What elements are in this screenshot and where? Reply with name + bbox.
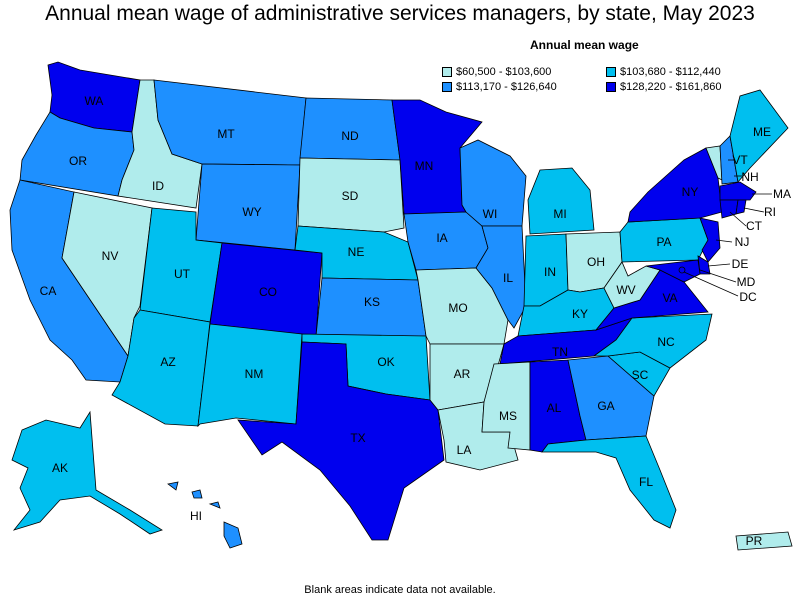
state-label-ia: IA <box>436 231 447 245</box>
state-label-co: CO <box>259 285 277 299</box>
state-label-il: IL <box>503 271 513 285</box>
state-label-wv: WV <box>616 283 635 297</box>
state-label-mt: MT <box>217 127 235 141</box>
state-label-nm: NM <box>245 367 264 381</box>
state-label-ga: GA <box>597 399 614 413</box>
state-label-ma: MA <box>773 187 791 201</box>
legend-item-2: $103,680 - $112,440 <box>606 66 721 78</box>
legend-title: Annual mean wage <box>530 38 639 52</box>
state-label-de: DE <box>732 257 749 271</box>
state-pr[interactable] <box>735 531 793 551</box>
state-sd[interactable] <box>297 157 405 233</box>
footnote: Blank areas indicate data not available. <box>304 584 496 596</box>
state-label-nh: NH <box>741 170 758 184</box>
state-ma[interactable] <box>719 181 757 201</box>
state-label-ct: CT <box>746 219 763 233</box>
state-label-mi: MI <box>553 207 566 221</box>
state-il[interactable] <box>475 225 527 329</box>
state-label-ne: NE <box>348 245 365 259</box>
state-label-ak: AK <box>52 461 68 475</box>
legend-swatch-3 <box>442 82 452 92</box>
state-ct[interactable] <box>719 199 739 219</box>
state-fl[interactable] <box>541 435 677 529</box>
state-label-dc: DC <box>739 290 757 304</box>
state-dc[interactable] <box>678 266 686 274</box>
state-label-id: ID <box>152 179 164 193</box>
state-label-vt: VT <box>732 153 748 167</box>
legend-label-4: $128,220 - $161,860 <box>620 81 722 93</box>
state-mi[interactable] <box>527 167 595 235</box>
state-label-la: LA <box>457 443 472 457</box>
state-ak[interactable] <box>11 410 163 535</box>
legend-item-1: $60,500 - $103,600 <box>442 66 551 78</box>
state-label-wi: WI <box>483 207 498 221</box>
state-label-oh: OH <box>587 255 605 269</box>
state-ny[interactable] <box>627 147 723 223</box>
state-label-pr: PR <box>746 534 763 548</box>
leader-lines <box>683 159 772 297</box>
state-label-sd: SD <box>342 189 359 203</box>
state-label-ky: KY <box>572 307 588 321</box>
state-label-al: AL <box>547 401 562 415</box>
legend-item-3: $113,170 - $126,640 <box>442 81 557 93</box>
state-label-md: MD <box>737 275 756 289</box>
state-label-in: IN <box>544 265 556 279</box>
state-label-wy: WY <box>242 205 261 219</box>
state-label-mn: MN <box>415 159 434 173</box>
state-label-az: AZ <box>160 355 175 369</box>
state-labels: WA OR CA ID NV MT WY UT AZ CO NM ND SD N… <box>40 94 791 548</box>
state-label-hi: HI <box>190 509 202 523</box>
state-label-ny: NY <box>682 185 699 199</box>
state-label-fl: FL <box>639 475 653 489</box>
state-label-mo: MO <box>448 301 467 315</box>
state-label-sc: SC <box>632 368 649 382</box>
state-label-va: VA <box>662 291 677 305</box>
state-label-nd: ND <box>341 129 359 143</box>
state-label-tn: TN <box>552 345 568 359</box>
map-title: Annual mean wage of administrative servi… <box>45 2 755 25</box>
legend-swatch-1 <box>442 67 452 77</box>
state-label-ca: CA <box>40 284 57 298</box>
state-label-nv: NV <box>102 249 119 263</box>
state-mt[interactable] <box>153 79 307 166</box>
state-label-ms: MS <box>499 409 517 423</box>
state-tx[interactable] <box>237 341 445 541</box>
legend-swatch-2 <box>606 67 616 77</box>
state-label-ar: AR <box>454 367 471 381</box>
state-label-nc: NC <box>657 335 675 349</box>
state-label-ri: RI <box>764 205 776 219</box>
state-label-ok: OK <box>377 355 394 369</box>
state-md[interactable] <box>645 259 701 283</box>
legend-label-1: $60,500 - $103,600 <box>456 66 552 78</box>
legend-label-3: $113,170 - $126,640 <box>456 81 557 93</box>
state-label-ks: KS <box>364 295 380 309</box>
state-label-nj: NJ <box>735 235 750 249</box>
state-label-or: OR <box>69 154 87 168</box>
state-label-tx: TX <box>350 431 365 445</box>
state-label-wa: WA <box>85 94 104 108</box>
state-label-ut: UT <box>174 267 191 281</box>
state-label-pa: PA <box>656 235 671 249</box>
legend-swatch-4 <box>606 82 616 92</box>
legend-label-2: $103,680 - $112,440 <box>620 66 721 78</box>
state-ri[interactable] <box>735 199 747 215</box>
state-label-me: ME <box>753 125 771 139</box>
state-hi[interactable] <box>167 481 243 549</box>
state-nc[interactable] <box>592 313 713 369</box>
legend-item-4: $128,220 - $161,860 <box>606 81 722 93</box>
